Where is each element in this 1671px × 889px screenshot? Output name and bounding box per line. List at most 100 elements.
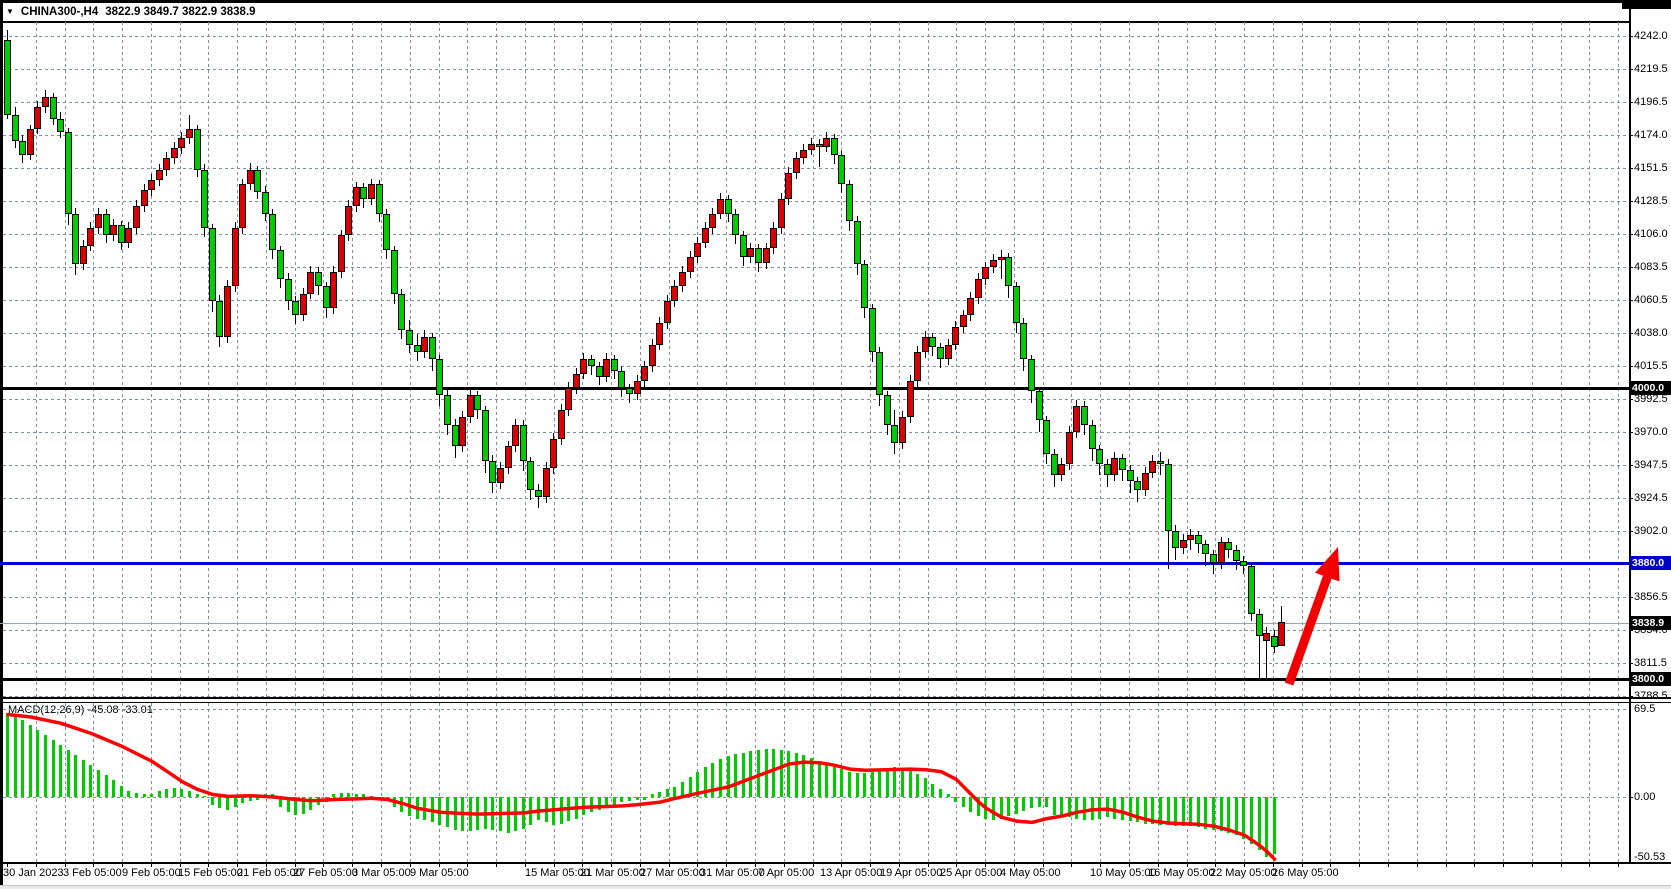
macd-histogram-bar — [764, 748, 768, 797]
price-level-line[interactable] — [0, 678, 1629, 682]
time-tick — [7, 863, 8, 867]
macd-histogram-bar — [1181, 797, 1185, 827]
macd-histogram-bar — [263, 794, 267, 797]
horizontal-gridline — [3, 266, 1629, 268]
macd-histogram-bar — [590, 797, 594, 813]
vertical-gridline — [755, 22, 757, 697]
time-tick — [639, 863, 641, 867]
vertical-gridline — [553, 22, 555, 697]
macd-histogram-bar — [423, 797, 427, 820]
candle-body — [1240, 561, 1248, 566]
time-label: 19 Apr 05:00 — [880, 867, 943, 879]
macd-histogram-bar — [150, 794, 154, 797]
macd-histogram-bar — [59, 744, 63, 797]
candle-body — [345, 206, 353, 236]
candle-body — [906, 380, 914, 418]
candle-body — [231, 228, 239, 287]
macd-histogram-bar — [6, 713, 9, 797]
time-tick — [956, 863, 958, 867]
candle-body — [1156, 460, 1164, 464]
vertical-gridline — [1387, 703, 1389, 862]
macd-histogram-bar — [992, 797, 996, 820]
time-tick — [1589, 863, 1591, 867]
candle-body — [330, 271, 338, 309]
time-tick — [1301, 863, 1303, 867]
candle-body — [79, 245, 87, 265]
candle-body — [1179, 539, 1187, 549]
time-label: 9 Feb 05:00 — [122, 867, 181, 879]
price-level-line[interactable] — [0, 387, 1629, 391]
vertical-gridline — [122, 703, 124, 862]
macd-histogram-bar — [574, 797, 578, 819]
macd-axis-tick — [1629, 797, 1633, 798]
candle-body — [421, 337, 429, 352]
candle-body — [375, 184, 383, 214]
vertical-gridline — [438, 703, 440, 862]
candle-body — [512, 424, 520, 447]
macd-histogram-bar — [779, 750, 783, 797]
candle-body — [883, 395, 891, 425]
candle-body — [132, 206, 140, 229]
price-tick-label: 4038.0 — [1634, 326, 1668, 339]
time-tick — [150, 863, 152, 867]
candle-body — [352, 187, 360, 207]
macd-histogram-bar — [1128, 797, 1132, 822]
candle-body — [1012, 286, 1020, 323]
candle-body — [641, 366, 649, 381]
vertical-gridline — [1416, 703, 1418, 862]
time-tick — [1503, 863, 1505, 867]
vertical-gridline — [64, 703, 66, 862]
candle-body — [1149, 460, 1157, 473]
macd-histogram-bar — [536, 797, 540, 820]
macd-histogram-bar — [665, 789, 669, 797]
vertical-gridline — [1215, 703, 1217, 862]
time-tick — [1416, 863, 1418, 867]
macd-histogram-bar — [248, 797, 252, 801]
time-tick — [1272, 863, 1274, 867]
candle-body — [868, 308, 876, 352]
price-tick-label: 3970.0 — [1634, 425, 1668, 438]
symbol-dropdown-icon[interactable]: ▼ — [6, 7, 14, 16]
vertical-gridline — [1531, 703, 1533, 862]
macd-histogram-bar — [241, 797, 245, 804]
macd-histogram-bar — [1113, 797, 1117, 819]
vertical-gridline — [323, 703, 325, 862]
macd-histogram-bar — [650, 794, 654, 797]
price-axis-tick — [1629, 266, 1633, 268]
candle-body — [1164, 463, 1172, 531]
macd-histogram-bar — [711, 762, 715, 797]
price-level-tag: 4000.0 — [1630, 381, 1671, 396]
price-axis-tick — [1629, 498, 1633, 500]
candle-body — [178, 137, 186, 149]
macd-histogram-bar — [134, 793, 138, 797]
candle-body — [701, 228, 709, 243]
price-level-tag: 3880.0 — [1630, 555, 1671, 570]
time-tick — [898, 863, 900, 867]
time-tick — [1474, 863, 1476, 867]
time-tick — [93, 863, 95, 867]
price-level-line[interactable] — [0, 561, 1629, 565]
macd-histogram-bar — [825, 763, 829, 797]
candle-body — [451, 424, 459, 447]
macd-histogram-bar — [878, 769, 882, 797]
candle-body — [542, 468, 550, 498]
macd-histogram-bar — [362, 794, 366, 797]
macd-histogram-bar — [931, 784, 935, 797]
candle-body — [390, 249, 398, 294]
vertical-gridline — [352, 22, 354, 697]
bottom-strip — [0, 885, 1671, 889]
panel-separator-top — [0, 697, 1671, 699]
macd-histogram-bar — [392, 797, 396, 808]
candle-wick — [1258, 609, 1260, 680]
candle-body — [603, 359, 611, 377]
horizontal-gridline — [3, 300, 1629, 302]
trend-arrow-shaft[interactable] — [1284, 571, 1333, 686]
candle-body — [1263, 632, 1271, 642]
macd-histogram-bar — [969, 797, 973, 813]
vertical-gridline — [1474, 703, 1476, 862]
vertical-gridline — [1071, 703, 1073, 862]
symbol-period-label: CHINA300-,H4 — [20, 6, 99, 18]
candle-body — [936, 347, 944, 360]
vertical-gridline — [611, 703, 613, 862]
